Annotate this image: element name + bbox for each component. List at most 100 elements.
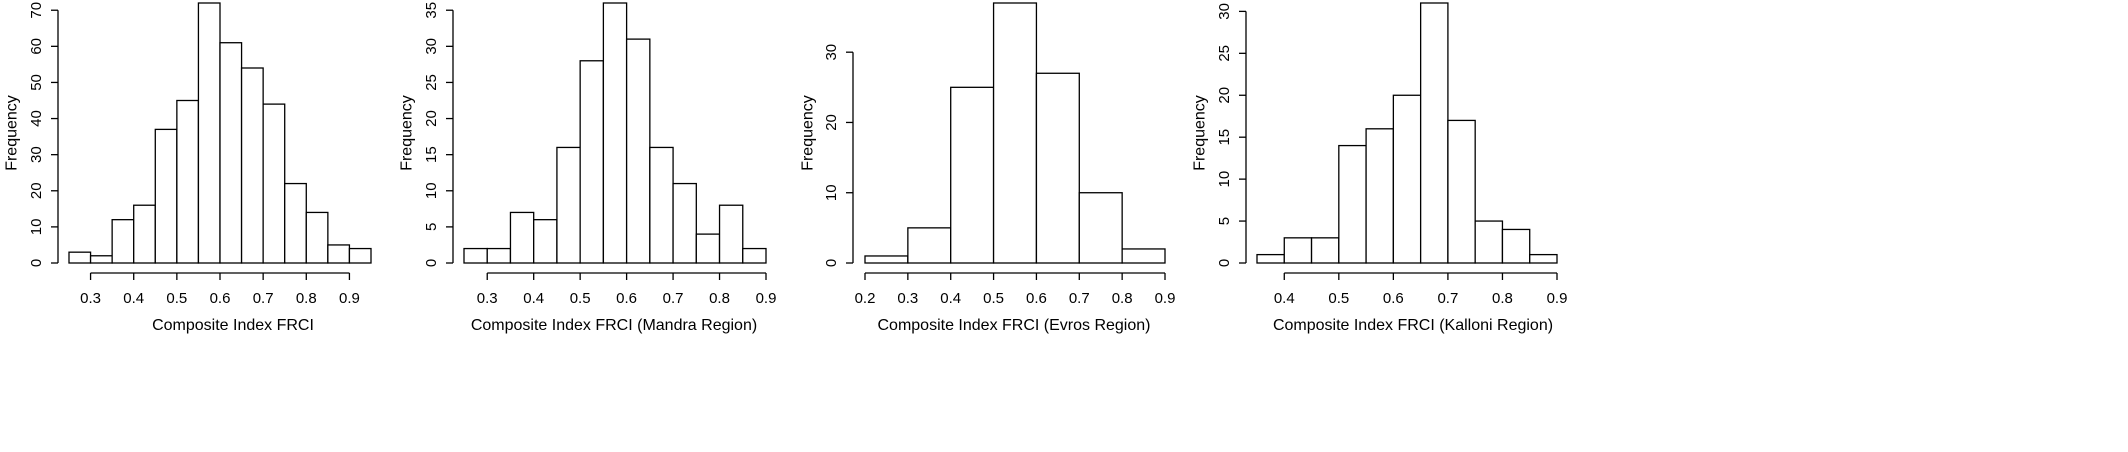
histogram-bar [1035, 72, 1080, 264]
histogram-bar [68, 251, 92, 264]
histogram-bar [950, 86, 995, 264]
histogram-bar [695, 233, 721, 264]
histogram-bar [111, 219, 135, 264]
x-axis-label: Composite Index FRCI (Evros Region) [878, 317, 1151, 334]
histogram-bar [907, 227, 952, 264]
histogram-bar [1121, 248, 1166, 264]
y-tick-label: 15 [1216, 129, 1233, 146]
y-tick-label: 20 [28, 182, 45, 199]
histogram-bar [1474, 220, 1504, 264]
x-tick-label: 0.8 [1112, 290, 1133, 307]
x-tick-label: 0.3 [897, 290, 918, 307]
y-tick-label: 30 [423, 38, 440, 55]
y-axis-label: Frequency [399, 95, 416, 171]
histogram-bar [1365, 128, 1395, 264]
y-tick-label: 5 [1216, 217, 1233, 225]
histogram-bar [992, 2, 1038, 264]
y-tick-label: 0 [823, 259, 840, 267]
y-tick-label: 30 [823, 44, 840, 61]
histogram-bar [1447, 119, 1476, 264]
x-tick-label: 0.7 [663, 290, 684, 307]
x-tick-label: 0.6 [616, 290, 637, 307]
x-tick-label: 0.9 [339, 290, 360, 307]
y-tick-label: 20 [1216, 87, 1233, 104]
x-tick-label: 0.4 [940, 290, 961, 307]
y-axis-label: Frequency [1192, 95, 1209, 171]
x-tick-label: 0.9 [1155, 290, 1176, 307]
x-tick-label: 0.4 [123, 290, 144, 307]
x-tick-label: 0.2 [855, 290, 876, 307]
histogram-bar [1338, 144, 1367, 264]
y-tick-label: 70 [28, 2, 45, 19]
histogram-bar [509, 211, 535, 264]
x-tick-label: 0.4 [523, 290, 544, 307]
x-tick-label: 0.8 [1492, 290, 1513, 307]
x-tick-label: 0.5 [1328, 290, 1349, 307]
y-tick-label: 35 [423, 2, 440, 19]
x-axis-label: Composite Index FRCI (Kalloni Region) [1273, 317, 1553, 334]
histogram-panel-1: 0.3 0.4 0.5 0.6 0.7 0.8 0.9 0 10 20 30 40 50 60 70 Freq… [4, 2, 372, 334]
histogram-bar [327, 244, 351, 264]
x-tick-label: 0.6 [1383, 290, 1404, 307]
histogram-bar [1419, 2, 1449, 264]
histogram-bar [1392, 94, 1422, 264]
y-tick-label: 25 [423, 74, 440, 91]
x-tick-label: 0.3 [477, 290, 498, 307]
x-axis-label: Composite Index FRCI (Mandra Region) [471, 317, 757, 334]
histogram-bar [864, 255, 909, 264]
histogram-bar [1283, 237, 1313, 264]
histogram-bar [463, 247, 488, 264]
x-tick-label: 0.9 [1547, 290, 1568, 307]
histogram-bar [718, 204, 744, 264]
histogram-bar [1501, 228, 1531, 264]
x-tick-label: 0.7 [1437, 290, 1458, 307]
y-tick-label: 0 [423, 259, 440, 267]
histogram-bar [533, 219, 558, 264]
histogram-bar [305, 211, 329, 264]
histogram-bar [219, 42, 243, 264]
histogram-bar [348, 247, 372, 264]
y-tick-label: 5 [423, 223, 440, 231]
histogram-bar [133, 204, 156, 264]
histogram-bar [197, 2, 221, 264]
histogram-bar [1256, 253, 1285, 264]
histogram-bar [602, 2, 628, 264]
x-tick-label: 0.5 [166, 290, 187, 307]
y-tick-label: 25 [1216, 45, 1233, 62]
histogram-bar [176, 99, 200, 264]
x-tick-label: 0.6 [210, 290, 231, 307]
y-tick-label: 40 [28, 110, 45, 127]
histogram-bar [240, 67, 264, 264]
y-tick-label: 10 [423, 182, 440, 199]
y-axis-label: Frequency [4, 95, 21, 171]
x-tick-label: 0.3 [80, 290, 101, 307]
histogram-bar [579, 60, 605, 264]
histogram-bar [154, 128, 178, 264]
y-tick-label: 10 [28, 219, 45, 236]
y-tick-label: 20 [423, 110, 440, 127]
y-tick-label: 50 [28, 74, 45, 91]
x-tick-label: 0.7 [253, 290, 274, 307]
y-tick-label: 0 [28, 259, 45, 267]
y-tick-label: 60 [28, 38, 45, 55]
histogram-panel-3: 0.2 0.3 0.4 0.5 0.6 0.7 0.8 0.9 0 10 20 30 Frequency… [800, 2, 1176, 334]
histogram-bar [284, 182, 307, 264]
x-tick-label: 0.5 [983, 290, 1004, 307]
y-tick-label: 30 [28, 146, 45, 163]
x-tick-label: 0.7 [1069, 290, 1090, 307]
histogram-bar [672, 182, 697, 264]
y-tick-label: 20 [823, 114, 840, 131]
x-tick-label: 0.6 [1026, 290, 1047, 307]
histogram-bar [1529, 253, 1558, 264]
x-tick-label: 0.8 [296, 290, 317, 307]
histogram-bar [649, 146, 674, 264]
y-tick-label: 0 [1216, 259, 1233, 267]
x-axis-label: Composite Index FRCI [152, 317, 314, 334]
histogram-bar [742, 247, 767, 264]
x-tick-label: 0.8 [709, 290, 730, 307]
y-axis-label: Frequency [800, 95, 817, 171]
x-tick-label: 0.9 [756, 290, 777, 307]
histogram-bar [89, 255, 113, 264]
x-tick-label: 0.5 [570, 290, 591, 307]
